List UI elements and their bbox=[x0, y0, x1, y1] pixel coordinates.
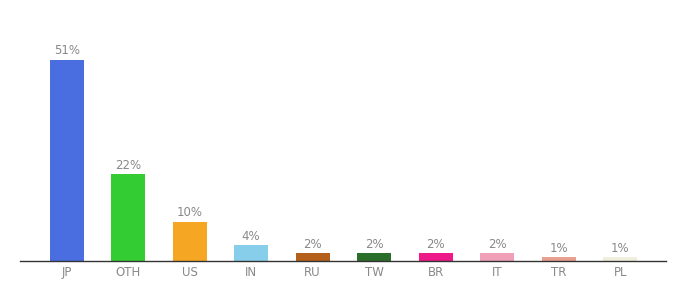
Bar bbox=[112, 174, 145, 261]
Text: 22%: 22% bbox=[115, 159, 141, 172]
Bar bbox=[480, 253, 514, 261]
Bar bbox=[50, 59, 84, 261]
Text: 2%: 2% bbox=[303, 238, 322, 251]
Bar bbox=[542, 257, 575, 261]
Bar bbox=[234, 245, 268, 261]
Text: 1%: 1% bbox=[549, 242, 568, 255]
Bar bbox=[357, 253, 391, 261]
Text: 2%: 2% bbox=[365, 238, 384, 251]
Bar bbox=[173, 221, 207, 261]
Text: 51%: 51% bbox=[54, 44, 80, 57]
Bar bbox=[419, 253, 453, 261]
Text: 4%: 4% bbox=[242, 230, 260, 243]
Text: 2%: 2% bbox=[426, 238, 445, 251]
Text: 1%: 1% bbox=[611, 242, 630, 255]
Bar bbox=[296, 253, 330, 261]
Text: 10%: 10% bbox=[177, 206, 203, 219]
Bar bbox=[603, 257, 637, 261]
Text: 2%: 2% bbox=[488, 238, 507, 251]
